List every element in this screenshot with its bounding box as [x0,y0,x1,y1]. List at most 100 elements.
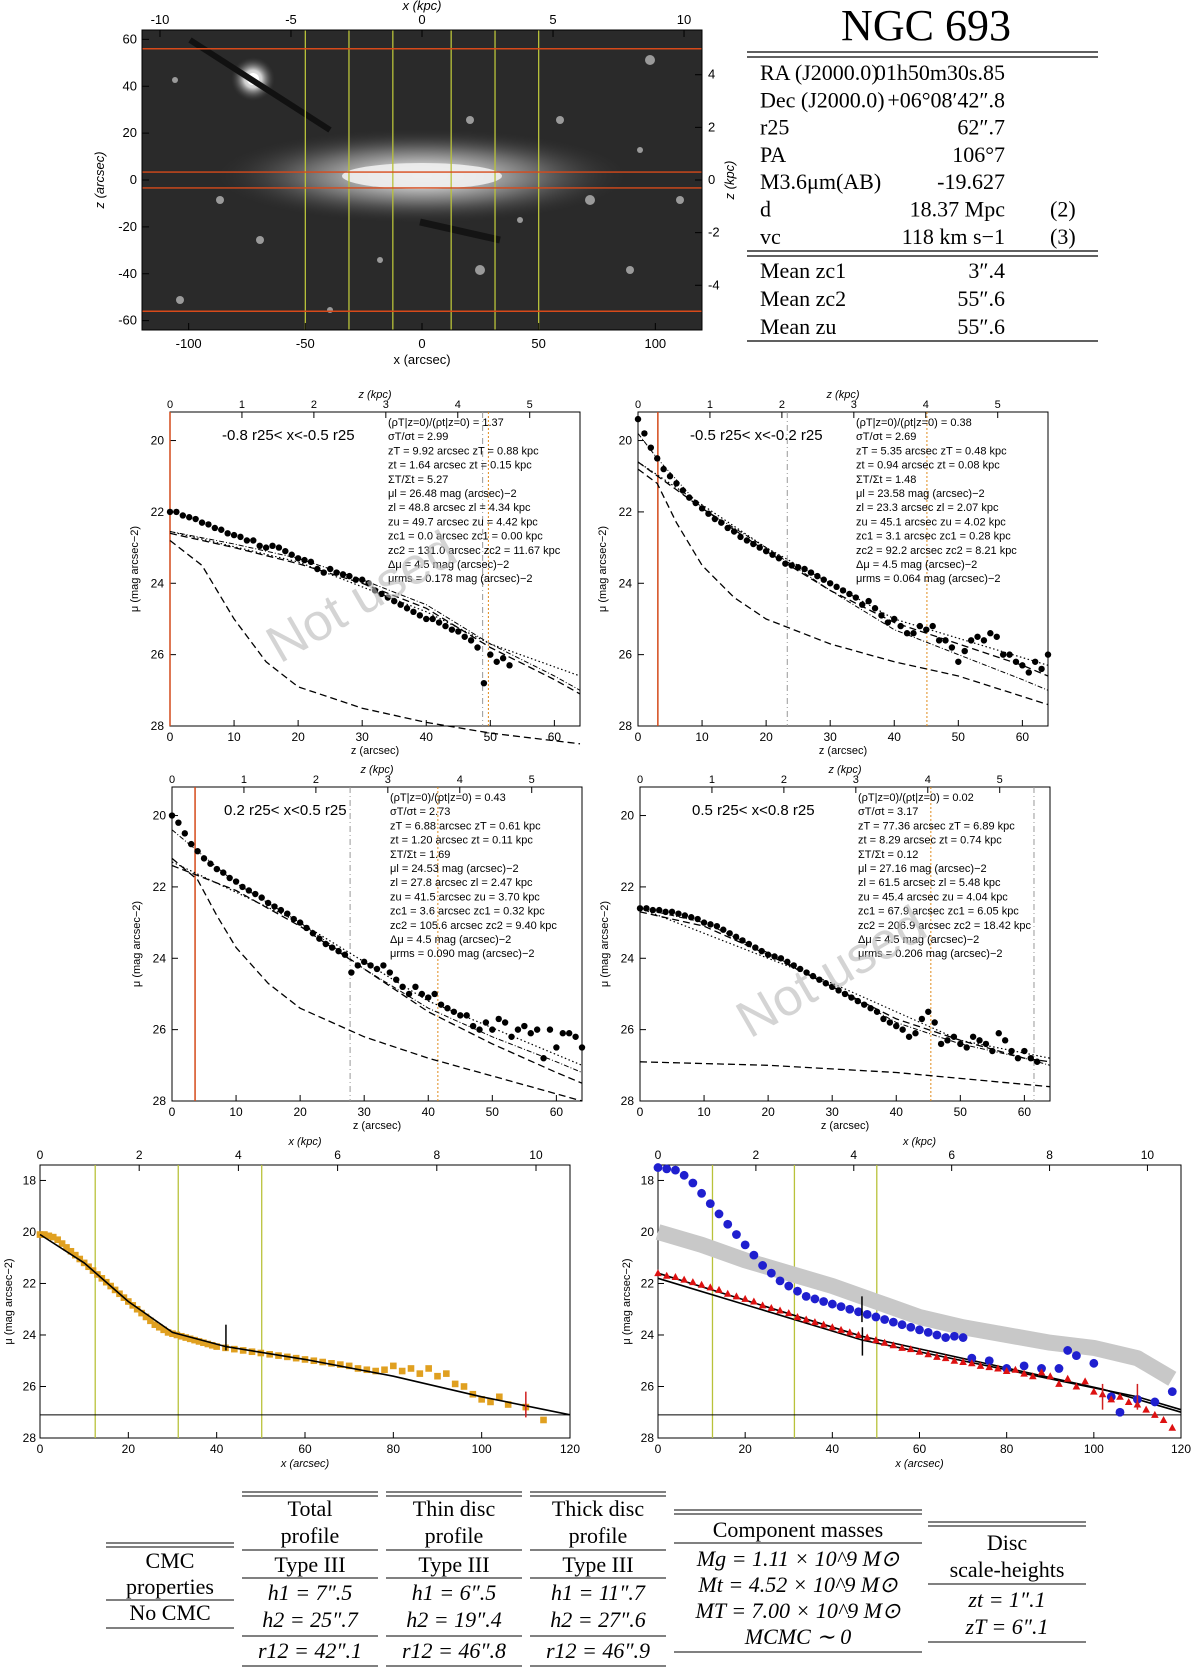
fit-param: μrms = 0.064 mag (arcsec)−2 [856,573,1001,585]
thick-disc-point [994,1364,1002,1372]
top-tick-label: 4 [455,399,461,411]
data-point [207,860,214,867]
data-point [393,976,400,983]
data-point [711,515,719,523]
y-tick-label: 26 [151,648,165,662]
y-tick-label: 24 [23,1328,37,1342]
x-tick-label: 0 [418,336,425,351]
data-point [771,953,778,960]
y-tick-label: 40 [123,78,137,93]
fit-param: μrms = 0.206 mag (arcsec)−2 [858,948,1003,960]
data-point [886,1019,894,1026]
data-point [363,1366,371,1374]
data-point [230,531,238,539]
top-axis-label: z (kpc) [826,389,860,401]
mean-label: Mean zu [760,314,836,339]
thick-disc-point [1029,1372,1037,1380]
param-ref: (3) [1050,224,1076,249]
data-point [1044,651,1052,658]
top-axis-label: z (kpc) [828,764,862,776]
data-point [367,962,374,969]
fit-param: zt = 8.29 arcsec zt = 0.74 kpc [858,835,1002,847]
y-tick-label: 26 [153,1023,167,1037]
top-tick-label: 5 [997,774,1003,786]
fit-param: (ρT|z=0)/(ρt|z=0) = 0.02 [858,792,974,804]
data-point [76,1255,84,1263]
top-axis-label: z (kpc) [360,764,394,776]
data-point [191,1336,198,1344]
data-point [660,465,667,473]
data-point [897,622,904,630]
top-tick-label: 2 [779,399,785,411]
thick-disc-fit [637,461,1049,677]
data-point [151,1321,159,1328]
y-tick-label: -60 [118,313,137,328]
data-point [354,962,361,969]
x-tick-label: 0 [169,1105,176,1119]
y-tick-label: 22 [621,880,635,894]
data-point [707,921,714,928]
data-point [1012,658,1020,665]
thick-disc-point [898,1343,906,1351]
y-tick-label: 26 [619,648,633,662]
data-point [673,480,680,487]
data-point [232,878,240,885]
thick-disc-point [941,1354,950,1362]
thick-disc-point [1107,1395,1116,1403]
right-tick-label: 4 [708,67,715,82]
data-point [373,965,381,973]
data-point [796,965,804,973]
range-label: -0.8 r25< x<-0.5 r25 [222,427,355,444]
data-point [303,924,310,932]
data-point [752,944,759,951]
data-point [204,1340,212,1348]
data-point [208,1341,216,1349]
top-tick-label: -10 [151,12,170,27]
fit-param: ΣT/Σt = 0.12 [858,849,918,861]
mean-value: 55″.6 [957,286,1005,311]
y-tick-label: 24 [619,576,633,590]
data-point [231,1345,238,1353]
data-point [750,540,757,548]
data-point [288,551,295,558]
thick-disc-point [750,1297,758,1305]
data-point [423,615,430,623]
top-tick-label: 5 [549,12,556,27]
thick-disc-point [1002,1367,1011,1375]
mass-g: Mg = 1.11 × 10^9 M⊙ [696,1546,900,1571]
x-tick-label: 40 [420,730,434,744]
thin-disc-point [1167,1387,1177,1397]
data-point [248,1348,256,1356]
x-tick-label: 40 [422,1105,436,1119]
thick-disc-fit [171,864,583,1084]
data-point [138,1309,145,1317]
data-point [867,1005,874,1012]
thin-disc-point [941,1333,951,1342]
thick-disc-point [863,1333,871,1341]
data-point [848,994,855,1001]
data-point [372,1367,379,1375]
data-point [405,990,413,998]
data-point [444,1005,451,1012]
top-tick-label: 8 [433,1148,440,1162]
data-point [826,580,834,587]
y-tick-label: 20 [641,1225,655,1239]
data-point [72,1251,79,1259]
x-tick-label: 80 [1000,1442,1014,1456]
x-tick-label: 20 [759,730,773,744]
fit-param: (ρT|z=0)/(ρt|z=0) = 0.43 [390,792,506,804]
thin-disc-point [766,1268,776,1278]
data-point [634,415,642,423]
single-disc-fit [639,907,1051,1059]
data-point [504,1401,512,1408]
x-tick-label: 60 [1016,730,1030,744]
param-value: +06°08′42″.8 [887,87,1005,112]
top-tick-label: 1 [241,774,247,786]
data-point [200,1339,207,1347]
right-tick-label: 0 [708,172,715,187]
data-point [429,615,436,623]
data-point [841,990,849,998]
x-tick-label: 100 [472,1442,492,1456]
data-point [828,983,836,991]
thick-header-2: profile [569,1523,628,1548]
